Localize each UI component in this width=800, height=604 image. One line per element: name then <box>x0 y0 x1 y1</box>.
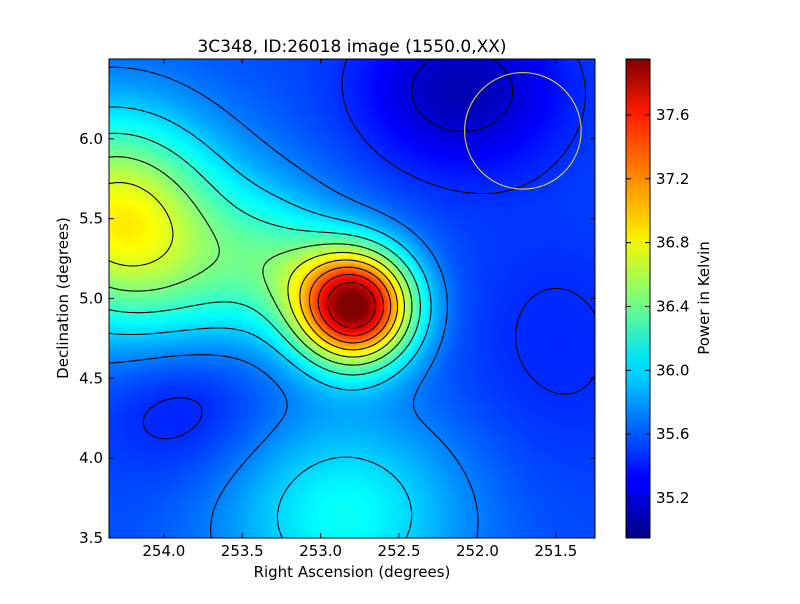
contour-level-4 <box>109 132 421 376</box>
plot-area <box>108 58 596 539</box>
beam-circle <box>464 71 582 190</box>
colorbar-tick-label: 36.8 <box>656 234 689 252</box>
y-tick-label: 4.5 <box>79 369 103 387</box>
y-tick-label: 5.5 <box>79 210 103 228</box>
y-axis-label: Declination (degrees) <box>54 217 72 379</box>
y-axis: 3.5 4.0 4.5 5.0 5.5 6.0 <box>79 130 595 547</box>
colorbar-frame <box>625 58 651 539</box>
x-axis-label: Right Ascension (degrees) <box>254 563 451 581</box>
heatmap-raster <box>109 59 595 538</box>
contour-level-10 <box>326 282 376 329</box>
colorbar-tick-label: 37.6 <box>656 106 689 124</box>
x-tick-label: 254.0 <box>142 542 185 560</box>
contour-level-8 <box>308 266 392 344</box>
colorbar-gradient <box>626 59 650 538</box>
colorbar-tick-label: 35.6 <box>656 425 689 443</box>
x-tick-label: 252.0 <box>456 542 499 560</box>
contour-level-3 <box>109 106 432 538</box>
colorbar: 35.2 35.6 36.0 36.4 36.8 37.2 37.6 Power in Ke… <box>625 58 713 539</box>
chart-title: 3C348, ID:26018 image (1550.0,XX) <box>197 37 506 57</box>
x-tick-label: 253.5 <box>221 542 264 560</box>
x-axis: 254.0 253.5 253.0 252.5 252.0 251.5 <box>142 59 577 560</box>
colorbar-tick-label: 37.2 <box>656 170 689 188</box>
colorbar-label: Power in Kelvin <box>695 241 713 355</box>
contour-level-5 <box>109 156 413 366</box>
contour-level-0 <box>411 59 514 132</box>
contour-level-2 <box>109 66 479 538</box>
colorbar-tick-label: 36.4 <box>656 297 689 315</box>
colorbar-tick-label: 36.0 <box>656 361 689 379</box>
colorbar-ticks: 35.2 35.6 36.0 36.4 36.8 37.2 37.6 <box>626 106 689 507</box>
contour-level-6 <box>109 181 405 358</box>
y-tick-label: 3.5 <box>79 529 103 547</box>
y-tick-label: 5.0 <box>79 290 103 308</box>
x-tick-label: 251.5 <box>534 542 577 560</box>
colorbar-tick-label: 35.2 <box>656 489 689 507</box>
contour-level-7 <box>299 259 398 351</box>
x-tick-label: 253.0 <box>299 542 342 560</box>
y-tick-label: 4.0 <box>79 449 103 467</box>
x-tick-label: 252.5 <box>378 542 421 560</box>
contour-level-1 <box>142 59 595 440</box>
y-tick-label: 6.0 <box>79 130 103 148</box>
contour-lines <box>109 59 595 538</box>
contour-level-9 <box>317 273 385 337</box>
